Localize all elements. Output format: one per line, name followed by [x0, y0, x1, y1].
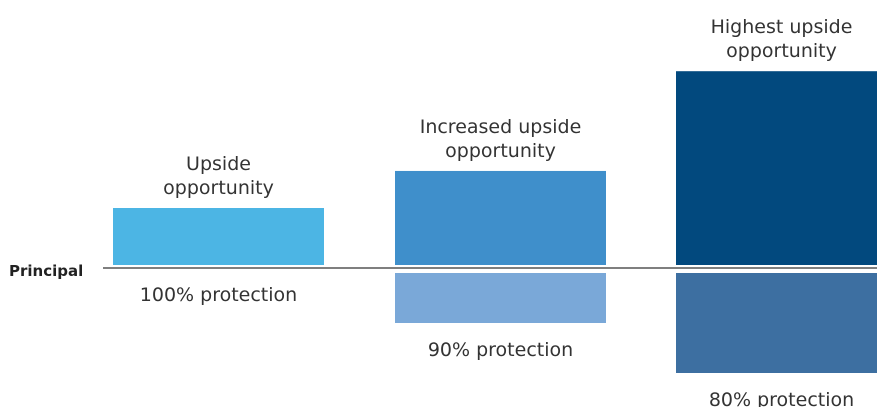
- upside-bar-3: [676, 71, 877, 265]
- bars-group: [113, 71, 877, 373]
- protection-label-1: 100% protection: [140, 284, 297, 306]
- labels-group: Upside opportunity 100% protection Increase…: [140, 16, 854, 407]
- downside-bar-2: [395, 273, 606, 323]
- upside-label-1: Upside opportunity: [163, 153, 274, 199]
- principal-label: Principal: [9, 262, 83, 280]
- upside-bar-2: [395, 170, 606, 265]
- protection-label-2: 90% protection: [428, 339, 573, 361]
- upside-bar-1: [113, 208, 324, 265]
- protection-label-3: 80% protection: [709, 389, 854, 407]
- upside-label-3: Highest upside opportunity: [711, 16, 853, 62]
- downside-bar-3: [676, 273, 877, 373]
- upside-label-2: Increased upside opportunity: [420, 116, 582, 162]
